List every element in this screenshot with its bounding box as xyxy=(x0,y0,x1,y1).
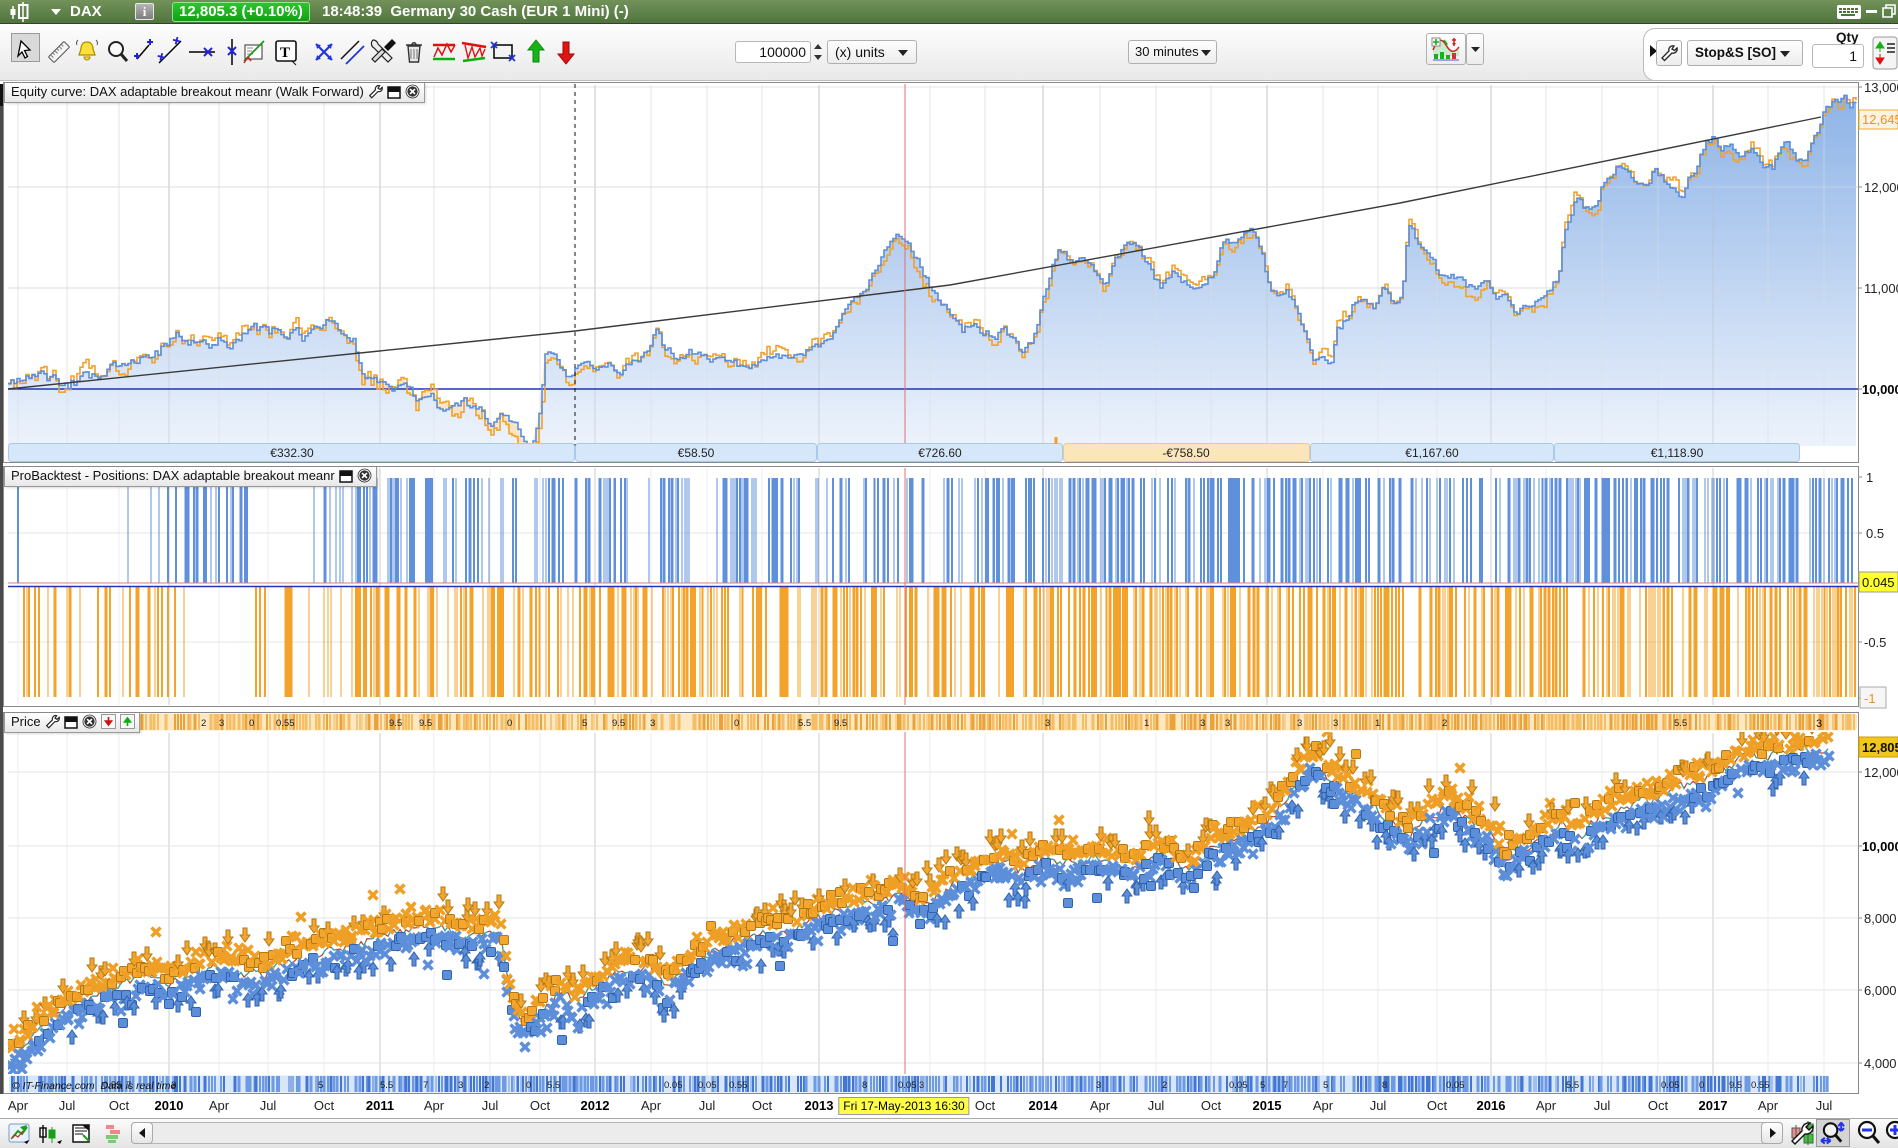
svg-text:© IT-Finance.com Data is real: © IT-Finance.com Data is real time xyxy=(12,1080,176,1092)
svg-text:€1,118.90: €1,118.90 xyxy=(1651,446,1704,460)
svg-text:12,000: 12,000 xyxy=(1864,180,1898,195)
svg-text:0.05: 0.05 xyxy=(1661,1080,1680,1091)
svg-text:12,805: 12,805 xyxy=(1862,740,1898,755)
svg-text:7: 7 xyxy=(1283,1080,1288,1091)
svg-text:0.55: 0.55 xyxy=(729,1080,748,1091)
svg-text:5: 5 xyxy=(318,1080,323,1091)
svg-text:-0.5: -0.5 xyxy=(1864,635,1886,650)
svg-text:3: 3 xyxy=(1045,718,1050,729)
svg-text:2: 2 xyxy=(484,1080,489,1091)
svg-text:5.5: 5.5 xyxy=(1674,718,1687,729)
svg-text:5.5: 5.5 xyxy=(798,718,811,729)
svg-text:0: 0 xyxy=(1699,1080,1704,1091)
svg-text:11,000: 11,000 xyxy=(1864,281,1898,296)
svg-text:7: 7 xyxy=(423,1080,428,1091)
svg-text:0.55: 0.55 xyxy=(276,718,295,729)
svg-text:3: 3 xyxy=(171,1080,176,1091)
svg-text:0.05: 0.05 xyxy=(664,1080,683,1091)
svg-text:T: T xyxy=(280,45,290,61)
svg-text:€726.60: €726.60 xyxy=(918,446,962,460)
svg-text:0: 0 xyxy=(526,1080,531,1091)
svg-text:3: 3 xyxy=(219,718,224,729)
svg-text:12,645: 12,645 xyxy=(1862,112,1898,127)
svg-text:-1: -1 xyxy=(1864,691,1876,706)
svg-text:€1,167.60: €1,167.60 xyxy=(1405,446,1459,460)
svg-text:12,000: 12,000 xyxy=(1864,765,1898,780)
svg-text:0: 0 xyxy=(734,718,739,729)
svg-text:2: 2 xyxy=(1442,718,1447,729)
svg-text:8,000: 8,000 xyxy=(1864,911,1897,926)
svg-text:3: 3 xyxy=(1200,718,1205,729)
svg-text:2: 2 xyxy=(1162,1080,1167,1091)
svg-text:0.045: 0.045 xyxy=(1862,575,1895,590)
svg-text:3: 3 xyxy=(458,1080,463,1091)
svg-text:5.5: 5.5 xyxy=(1566,1080,1579,1091)
svg-text:€332.30: €332.30 xyxy=(270,446,314,460)
svg-text:0.05: 0.05 xyxy=(698,1080,717,1091)
svg-text:5.5: 5.5 xyxy=(380,1080,393,1091)
svg-text:-€758.50: -€758.50 xyxy=(1162,446,1210,460)
svg-text:5: 5 xyxy=(582,718,587,729)
svg-text:9.5: 9.5 xyxy=(834,718,847,729)
svg-text:1: 1 xyxy=(1375,718,1380,729)
svg-text:3: 3 xyxy=(1096,1080,1101,1091)
svg-text:10,000: 10,000 xyxy=(1862,382,1898,397)
svg-text:1: 1 xyxy=(1866,470,1873,485)
svg-text:9.5: 9.5 xyxy=(612,718,625,729)
svg-text:0: 0 xyxy=(507,718,512,729)
svg-text:€58.50: €58.50 xyxy=(678,446,715,460)
svg-text:9.5: 9.5 xyxy=(389,718,402,729)
svg-text:3: 3 xyxy=(1816,718,1822,730)
svg-text:3: 3 xyxy=(650,718,655,729)
svg-text:9.5: 9.5 xyxy=(1729,1080,1742,1091)
svg-text:5: 5 xyxy=(1260,1080,1265,1091)
svg-text:3: 3 xyxy=(919,1080,924,1091)
svg-text:3: 3 xyxy=(1225,718,1230,729)
svg-text:3: 3 xyxy=(1297,718,1302,729)
svg-text:8: 8 xyxy=(862,1080,867,1091)
svg-text:0.5: 0.5 xyxy=(1866,526,1884,541)
svg-text:0.55: 0.55 xyxy=(103,1080,122,1091)
svg-text:0.05: 0.05 xyxy=(898,1080,917,1091)
svg-text:6,000: 6,000 xyxy=(1864,983,1897,998)
svg-text:3: 3 xyxy=(1333,718,1338,729)
svg-text:0: 0 xyxy=(249,718,254,729)
svg-text:0.55: 0.55 xyxy=(1751,1080,1770,1091)
svg-text:7: 7 xyxy=(126,1080,131,1091)
svg-text:9.5: 9.5 xyxy=(419,718,432,729)
svg-text:8: 8 xyxy=(1382,1080,1387,1091)
svg-text:2: 2 xyxy=(201,718,206,729)
svg-text:5: 5 xyxy=(1323,1080,1328,1091)
svg-text:1: 1 xyxy=(1144,718,1149,729)
svg-text:4,000: 4,000 xyxy=(1864,1056,1897,1071)
svg-text:0.05: 0.05 xyxy=(1229,1080,1248,1091)
svg-text:5.5: 5.5 xyxy=(547,1080,560,1091)
svg-text:0.05: 0.05 xyxy=(1446,1080,1465,1091)
svg-text:13,000: 13,000 xyxy=(1864,80,1898,95)
svg-text:10,000: 10,000 xyxy=(1862,839,1898,854)
